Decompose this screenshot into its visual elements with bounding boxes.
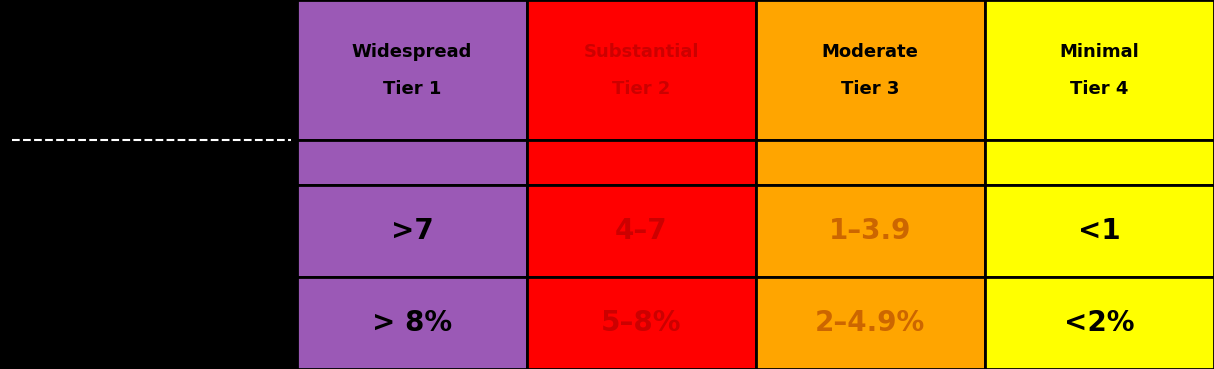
Text: <2%: <2% <box>1065 309 1135 337</box>
Text: 5–8%: 5–8% <box>601 309 681 337</box>
Text: Tier 1: Tier 1 <box>382 80 441 97</box>
Bar <box>985 277 1214 369</box>
Text: Moderate: Moderate <box>822 43 919 61</box>
Bar <box>527 140 755 184</box>
Text: 4–7: 4–7 <box>614 217 668 245</box>
Text: <1: <1 <box>1078 217 1121 245</box>
Bar <box>755 277 985 369</box>
Bar <box>527 277 755 369</box>
Text: Widespread: Widespread <box>352 43 472 61</box>
Bar <box>755 140 985 184</box>
Bar <box>755 184 985 277</box>
Text: Minimal: Minimal <box>1060 43 1139 61</box>
Text: Tier 3: Tier 3 <box>841 80 900 97</box>
Text: 1–3.9: 1–3.9 <box>829 217 912 245</box>
Bar <box>527 0 755 140</box>
Bar <box>985 0 1214 140</box>
Text: 2–4.9%: 2–4.9% <box>815 309 925 337</box>
Bar <box>527 184 755 277</box>
Text: > 8%: > 8% <box>371 309 452 337</box>
Bar <box>985 140 1214 184</box>
Bar <box>755 0 985 140</box>
Bar <box>297 140 527 184</box>
Bar <box>297 277 527 369</box>
Text: Tier 4: Tier 4 <box>1071 80 1129 97</box>
Bar <box>985 184 1214 277</box>
Bar <box>297 184 527 277</box>
Text: Substantial: Substantial <box>584 43 699 61</box>
Text: >7: >7 <box>391 217 433 245</box>
Bar <box>297 0 527 140</box>
Text: Tier 2: Tier 2 <box>612 80 670 97</box>
